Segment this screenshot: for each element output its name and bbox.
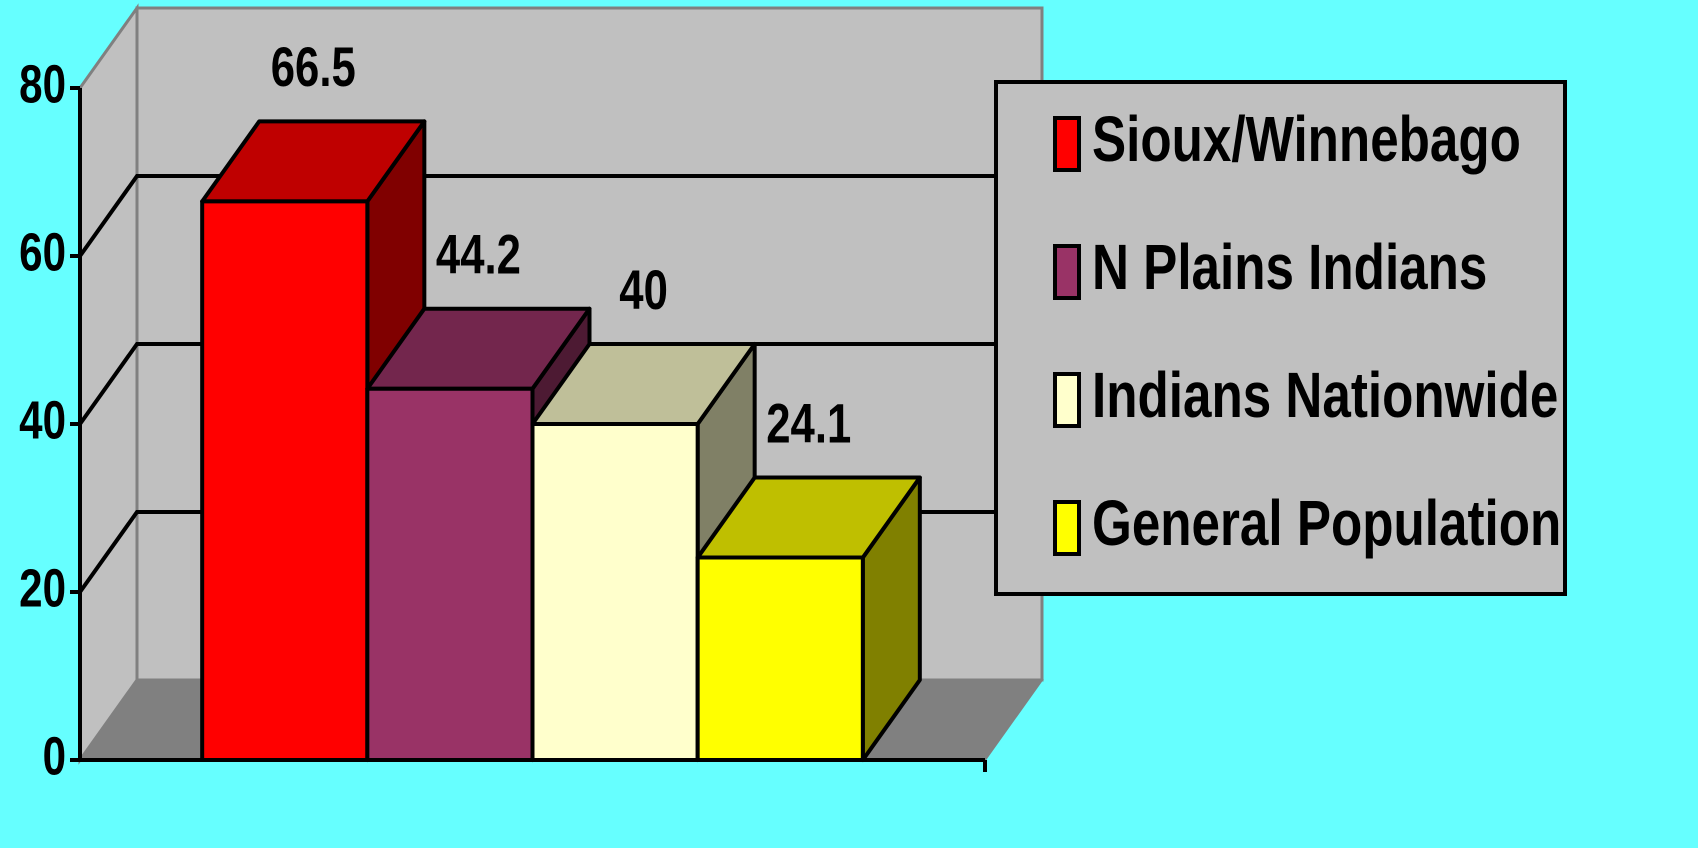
y-tick-group: 20: [19, 558, 66, 618]
value-label-group: 66.5: [271, 36, 356, 98]
y-tick-group: 80: [19, 54, 66, 114]
legend-swatch: [1053, 244, 1081, 300]
y-tick-label: 40: [19, 390, 66, 450]
legend-label: Sioux/Winnebago: [1092, 105, 1521, 176]
value-label: 66.5: [271, 36, 356, 98]
legend-label-group: N Plains Indians: [1092, 233, 1487, 304]
y-tick-group: 60: [19, 222, 66, 282]
grid-line: [78, 174, 1042, 258]
y-tick-label: 20: [19, 558, 66, 618]
legend-swatch: [1053, 500, 1081, 556]
legend-label: Indians Nationwide: [1092, 361, 1558, 432]
legend-label: N Plains Indians: [1092, 233, 1487, 304]
value-label-group: 24.1: [766, 392, 851, 454]
y-tick-label: 80: [19, 54, 66, 114]
value-label-group: 44.2: [436, 223, 521, 285]
legend-label: General Population: [1092, 489, 1561, 560]
value-label-group: 40: [619, 259, 668, 321]
value-label: 44.2: [436, 223, 521, 285]
value-label: 40: [619, 259, 668, 321]
y-tick-label: 0: [43, 726, 66, 786]
legend-label-group: Sioux/Winnebago: [1092, 105, 1521, 176]
y-tick-group: 0: [43, 726, 66, 786]
y-tick-label: 60: [19, 222, 66, 282]
legend: [994, 80, 1567, 596]
value-label: 24.1: [766, 392, 851, 454]
bar: [695, 555, 865, 762]
bar: [365, 386, 535, 762]
bar: [200, 199, 370, 762]
bar: [530, 422, 700, 762]
y-tick-group: 40: [19, 390, 66, 450]
legend-swatch: [1053, 116, 1081, 172]
legend-label-group: General Population: [1092, 489, 1561, 560]
legend-label-group: Indians Nationwide: [1092, 361, 1558, 432]
legend-swatch: [1053, 372, 1081, 428]
